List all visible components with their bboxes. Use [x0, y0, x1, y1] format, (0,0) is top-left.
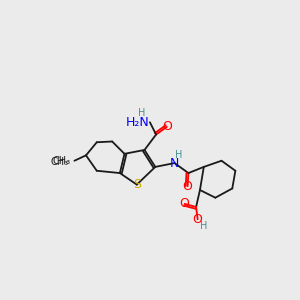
- Text: O: O: [193, 213, 202, 226]
- Text: N: N: [170, 157, 179, 169]
- Text: O: O: [162, 120, 172, 134]
- Text: CH₃: CH₃: [52, 156, 70, 166]
- Text: H₂N: H₂N: [126, 116, 150, 129]
- Text: H: H: [175, 150, 182, 160]
- Text: S: S: [133, 178, 141, 191]
- Text: O: O: [183, 180, 193, 193]
- Text: H: H: [200, 221, 208, 231]
- Text: O: O: [180, 197, 190, 210]
- Text: H: H: [138, 108, 145, 118]
- Text: CH₃: CH₃: [51, 157, 69, 166]
